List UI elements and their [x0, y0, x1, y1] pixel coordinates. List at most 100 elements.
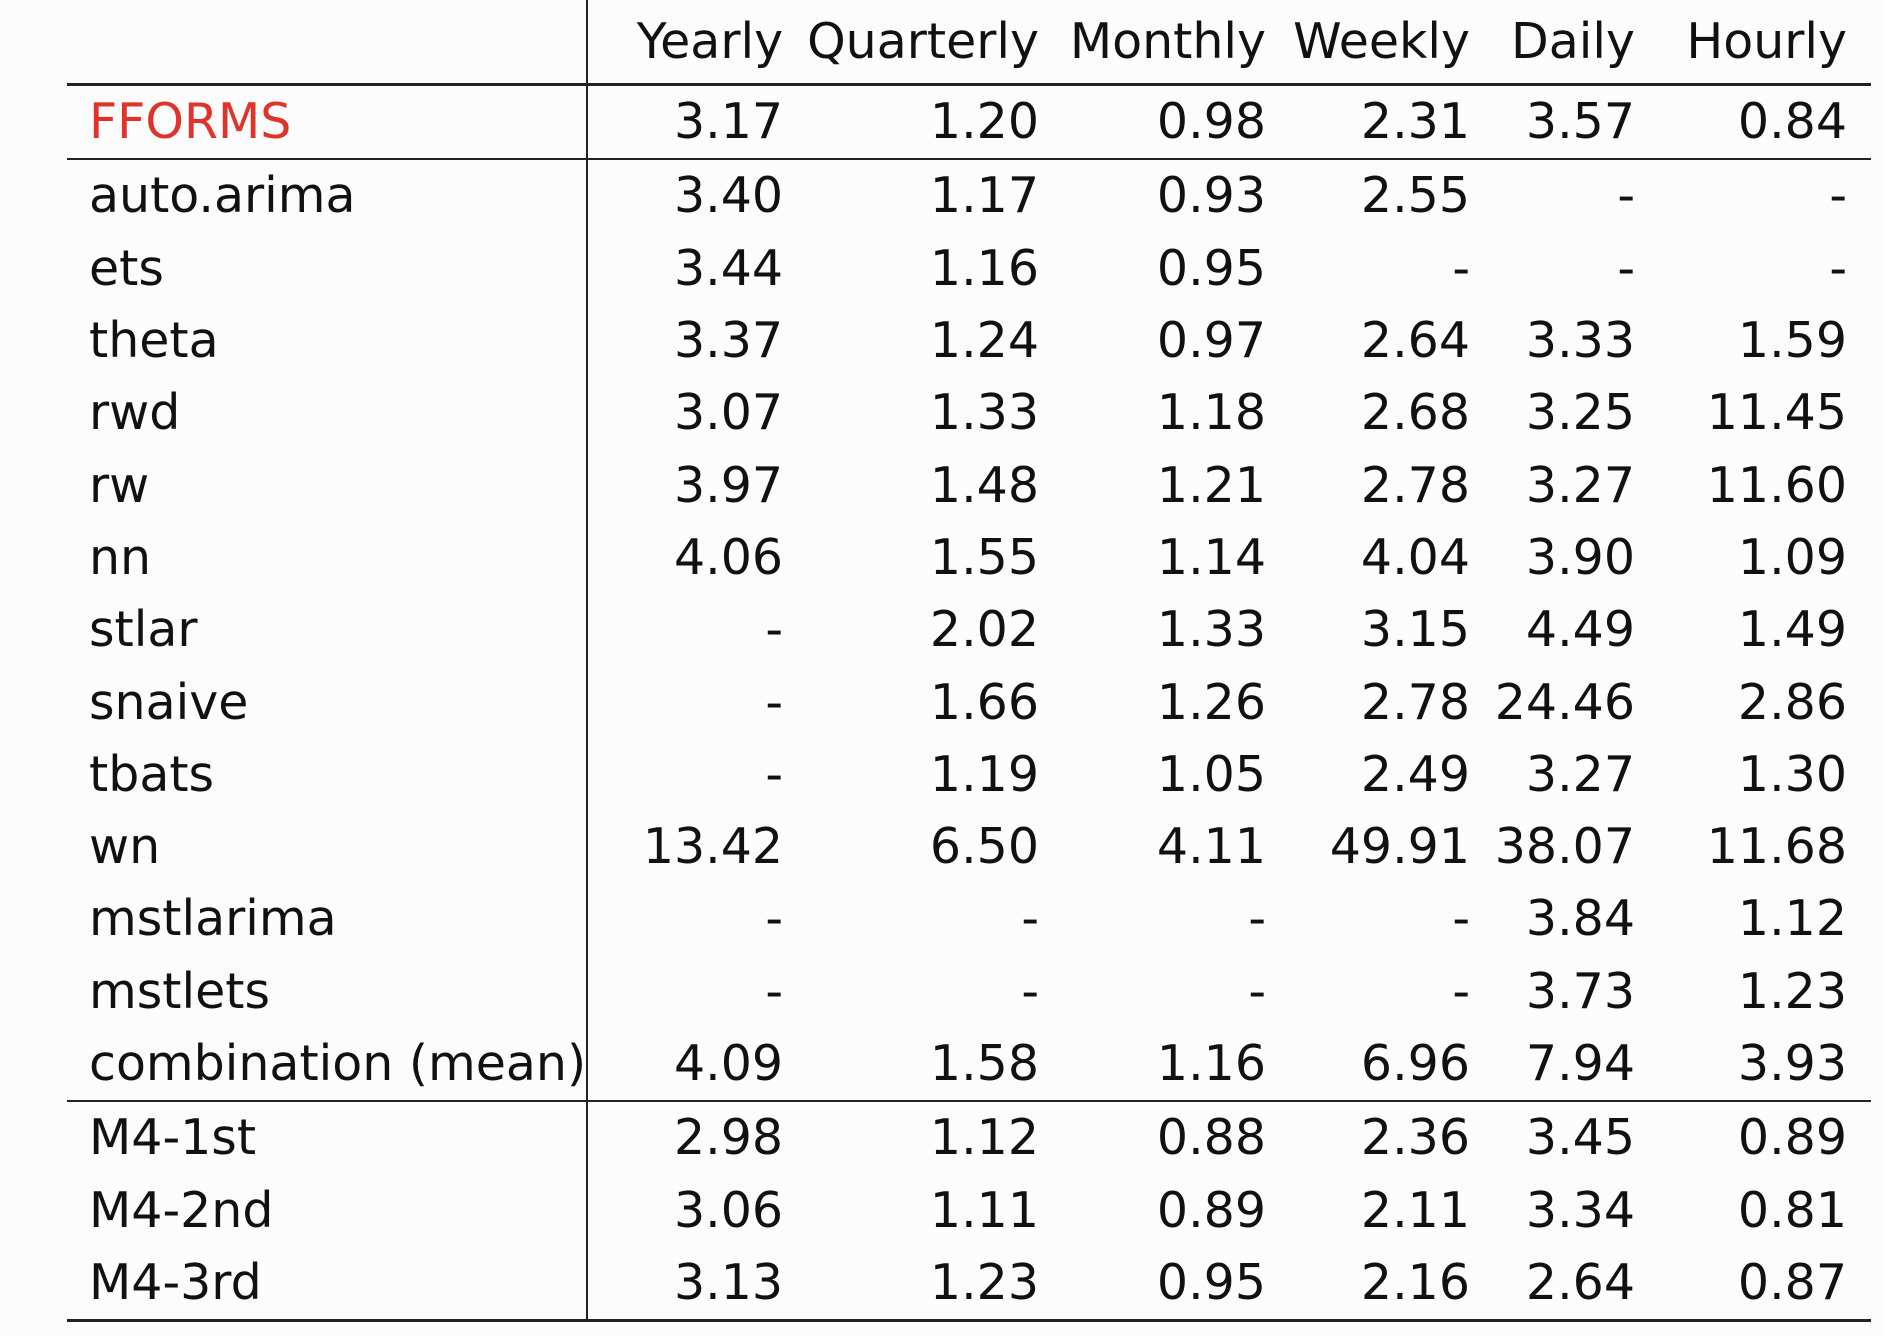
value-cell: 2.16: [1290, 1246, 1495, 1323]
table-row: snaive - 1.66 1.26 2.78 24.46 2.86: [67, 666, 1871, 739]
highlight-section: FFORMS 3.17 1.20 0.98 2.31 3.57 0.84: [67, 84, 1872, 161]
value-cell: 1.16: [929, 239, 1040, 297]
value-cell: 1.11: [929, 1181, 1040, 1239]
results-table: Yearly Quarterly Monthly Weekly Daily Ho…: [67, 0, 1872, 1323]
table-row: theta 3.37 1.24 0.97 2.64 3.33 1.59: [67, 304, 1871, 378]
value-cell: 1.16: [1063, 1027, 1291, 1103]
value-cell: -: [1829, 167, 1848, 225]
header-blank-cell: [67, 0, 589, 86]
column-header-hourly: Hourly: [1659, 0, 1872, 86]
value-cell: 2.64: [1360, 312, 1471, 370]
value-cell: -: [1617, 239, 1636, 297]
value-cell: 1.59: [1737, 312, 1848, 370]
value-cell: 3.34: [1525, 1181, 1636, 1239]
method-name: rwd: [67, 377, 589, 450]
value-cell: 0.95: [1063, 1246, 1291, 1323]
value-cell: 3.73: [1525, 962, 1636, 1020]
value-cell: 11.60: [1706, 456, 1848, 514]
method-name: wn: [67, 810, 589, 884]
value-cell: -: [1452, 962, 1471, 1020]
value-cell: 4.06: [673, 528, 784, 586]
value-cell: -: [765, 601, 784, 659]
value-cell: 3.37: [673, 312, 784, 370]
value-cell: 1.55: [929, 528, 1040, 586]
value-cell: 0.81: [1737, 1181, 1848, 1239]
table-row: combination (mean) 4.09 1.58 1.16 6.96 7.94 3.…: [67, 1027, 1872, 1103]
value-cell: -: [765, 890, 784, 948]
method-name: mstlets: [67, 955, 589, 1028]
value-cell: 1.21: [1156, 456, 1267, 514]
table-row: auto.arima 3.40 1.17 0.93 2.55 - -: [67, 159, 1871, 233]
value-cell: 2.98: [673, 1109, 784, 1167]
column-header-monthly: Monthly: [1063, 0, 1291, 86]
value-cell: -: [1248, 962, 1267, 1020]
value-cell: -: [1617, 167, 1636, 225]
value-cell: 1.24: [929, 312, 1040, 370]
method-name: mstlarima: [67, 883, 589, 956]
header-row: Yearly Quarterly Monthly Weekly Daily Ho…: [67, 0, 1872, 86]
value-cell: 3.33: [1525, 312, 1636, 370]
value-cell: -: [765, 745, 784, 803]
value-cell: 13.42: [642, 818, 784, 876]
value-cell: 49.91: [1329, 818, 1471, 876]
value-cell: 0.89: [1737, 1109, 1848, 1167]
value-cell: 4.11: [1156, 818, 1267, 876]
value-cell: 3.07: [673, 384, 784, 442]
value-cell: 3.27: [1525, 745, 1636, 803]
method-name: M4-3rd: [67, 1246, 589, 1323]
value-cell: 2.36: [1360, 1109, 1471, 1167]
value-cell: 1.19: [929, 745, 1040, 803]
value-cell: 0.89: [1156, 1181, 1267, 1239]
column-header-weekly: Weekly: [1290, 0, 1495, 86]
value-cell: 2.78: [1360, 456, 1471, 514]
table-row: stlar - 2.02 1.33 3.15 4.49 1.49: [67, 594, 1871, 667]
table-row: mstlarima - - - -3.84 1.12: [67, 883, 1871, 956]
column-header-yearly: Yearly: [587, 0, 808, 86]
value-cell: 2.68: [1360, 384, 1471, 442]
value-cell: 1.30: [1737, 745, 1848, 803]
value-cell: 11.45: [1706, 384, 1848, 442]
table-row: nn 4.06 1.55 1.14 4.04 3.90 1.09: [67, 521, 1871, 595]
value-cell: 1.23: [807, 1246, 1064, 1323]
value-cell: 3.93: [1659, 1027, 1872, 1103]
value-cell: 2.31: [1290, 84, 1495, 161]
value-cell: 3.97: [673, 456, 784, 514]
table-row: M4-2nd 3.06 1.11 0.89 2.11 3.34 0.81: [67, 1174, 1871, 1247]
table-row: M4-1st 2.98 1.12 0.88 2.36 3.45 0.89: [67, 1101, 1871, 1175]
value-cell: 0.98: [1063, 84, 1291, 161]
value-cell: 1.66: [929, 673, 1040, 731]
value-cell: 2.11: [1360, 1181, 1471, 1239]
value-cell: 0.84: [1659, 84, 1872, 161]
value-cell: 1.12: [929, 1109, 1040, 1167]
value-cell: 3.13: [587, 1246, 808, 1323]
value-cell: 1.18: [1156, 384, 1267, 442]
value-cell: 1.12: [1737, 890, 1848, 948]
value-cell: 1.33: [1156, 601, 1267, 659]
value-cell: 1.14: [1156, 528, 1267, 586]
value-cell: 38.07: [1494, 818, 1636, 876]
value-cell: 3.25: [1525, 384, 1636, 442]
value-cell: 1.48: [929, 456, 1040, 514]
value-cell: -: [765, 673, 784, 731]
column-header-daily: Daily: [1494, 0, 1660, 86]
method-name: M4-1st: [67, 1101, 589, 1175]
table-row: rw 3.97 1.48 1.21 2.78 3.27 11.60: [67, 449, 1871, 522]
value-cell: 1.05: [1156, 745, 1267, 803]
value-cell: 0.95: [1156, 239, 1267, 297]
value-cell: 3.40: [673, 167, 784, 225]
value-cell: 3.57: [1494, 84, 1660, 161]
value-cell: 11.68: [1706, 818, 1848, 876]
table-row: rwd 3.07 1.33 1.18 2.68 3.25 11.45: [67, 377, 1871, 450]
value-cell: -: [1021, 962, 1040, 1020]
benchmark-section: auto.arima 3.40 1.17 0.93 2.55 - - ets 3.44 1.16 0…: [67, 159, 1872, 1103]
value-cell: 0.93: [1156, 167, 1267, 225]
value-cell: 6.50: [929, 818, 1040, 876]
column-header-quarterly: Quarterly: [807, 0, 1064, 86]
value-cell: 3.90: [1525, 528, 1636, 586]
value-cell: 4.49: [1525, 601, 1636, 659]
value-cell: 2.55: [1360, 167, 1471, 225]
value-cell: 0.88: [1156, 1109, 1267, 1167]
value-cell: 1.20: [807, 84, 1064, 161]
method-name: rw: [67, 449, 589, 522]
value-cell: 1.23: [1737, 962, 1848, 1020]
